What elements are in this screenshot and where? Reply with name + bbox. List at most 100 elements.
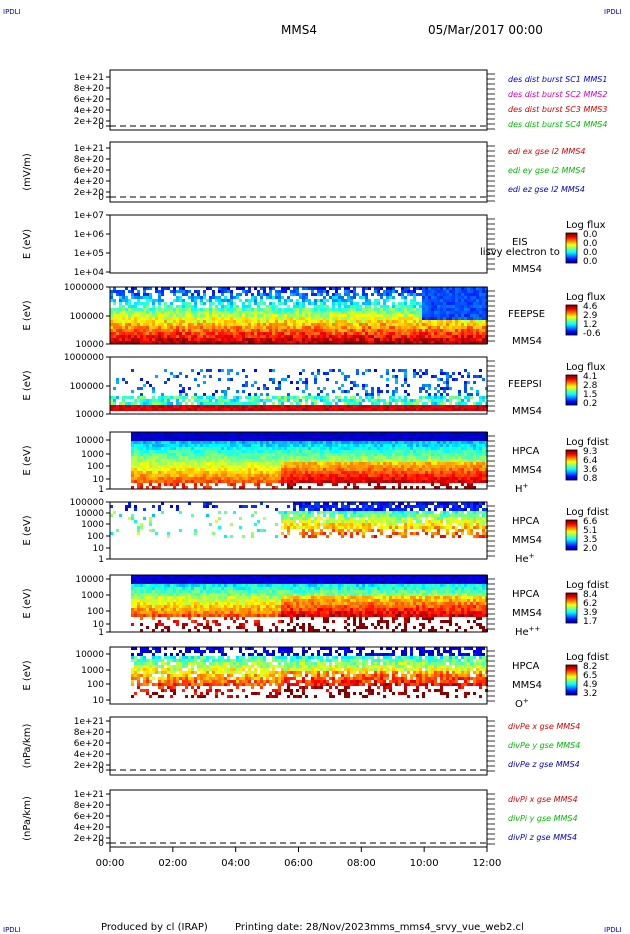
spectrogram-cell	[278, 335, 281, 338]
spectrogram-cell	[428, 408, 431, 411]
spectrogram-cell	[413, 447, 416, 450]
spectrogram-cell	[191, 477, 194, 480]
spectrogram-cell	[161, 474, 164, 477]
spectrogram-cell	[140, 399, 143, 402]
spectrogram-cell	[461, 329, 464, 332]
spectrogram-cell	[161, 405, 164, 408]
spectrogram-cell	[437, 459, 440, 462]
spectrogram-cell	[335, 408, 338, 411]
spectrogram-cell	[131, 462, 134, 465]
spectrogram-cell	[371, 474, 374, 477]
spectrogram-cell	[263, 338, 266, 341]
spectrogram-cell	[416, 302, 419, 305]
spectrogram-cell	[341, 390, 344, 393]
spectrogram-cell	[158, 474, 161, 477]
spectrogram-cell	[200, 471, 203, 474]
spectrogram-cell	[380, 329, 383, 332]
spectrogram-cell	[350, 320, 353, 323]
spectrogram-cell	[464, 381, 467, 384]
spectrogram-cell	[134, 432, 137, 435]
spectrogram-cell	[344, 474, 347, 477]
spectrogram-cell	[350, 450, 353, 453]
spectrogram-cell	[296, 335, 299, 338]
spectrogram-cell	[359, 438, 362, 441]
colorbar-swatch	[566, 388, 577, 390]
spectrogram-cell	[392, 396, 395, 399]
spectrogram-cell	[338, 299, 341, 302]
spectrogram-cell	[407, 314, 410, 317]
spectrogram-cell	[377, 399, 380, 402]
spectrogram-cell	[230, 335, 233, 338]
spectrogram-cell	[317, 329, 320, 332]
spectrogram-cell	[263, 444, 266, 447]
spectrogram-cell	[332, 287, 335, 290]
spectrogram-cell	[395, 474, 398, 477]
spectrogram-cell	[203, 375, 206, 378]
spectrogram-cell	[224, 390, 227, 393]
spectrogram-cell	[206, 441, 209, 444]
spectrogram-cell	[458, 390, 461, 393]
spectrogram-cell	[236, 435, 239, 438]
spectrogram-cell	[179, 480, 182, 483]
spectrogram-cell	[326, 290, 329, 293]
spectrogram-cell	[263, 474, 266, 477]
spectrogram-cell	[479, 326, 482, 329]
spectrogram-cell	[266, 432, 269, 435]
spectrogram-cell	[206, 405, 209, 408]
spectrogram-cell	[344, 447, 347, 450]
spectrogram-cell	[257, 311, 260, 314]
spectrogram-cell	[314, 320, 317, 323]
spectrogram-cell	[224, 296, 227, 299]
spectrogram-cell	[158, 338, 161, 341]
y-tick-label: 1e+06	[74, 230, 105, 240]
spectrogram-cell	[434, 450, 437, 453]
spectrogram-cell	[257, 326, 260, 329]
spectrogram-cell	[194, 308, 197, 311]
spectrogram-cell	[473, 408, 476, 411]
spectrogram-cell	[146, 296, 149, 299]
spectrogram-cell	[131, 311, 134, 314]
spectrogram-cell	[389, 447, 392, 450]
spectrogram-cell	[398, 483, 401, 486]
spectrogram-cell	[248, 302, 251, 305]
spectrogram-cell	[218, 450, 221, 453]
spectrogram-cell	[221, 399, 224, 402]
spectrogram-cell	[317, 369, 320, 372]
spectrogram-cell	[227, 456, 230, 459]
spectrogram-cell	[473, 302, 476, 305]
spectrogram-cell	[272, 441, 275, 444]
spectrogram-cell	[446, 290, 449, 293]
colorbar-swatch	[566, 311, 577, 313]
spectrogram-cell	[458, 329, 461, 332]
spectrogram-cell	[431, 293, 434, 296]
spectrogram-cell	[257, 405, 260, 408]
spectrogram-cell	[149, 314, 152, 317]
spectrogram-cell	[425, 471, 428, 474]
spectrogram-cell	[293, 405, 296, 408]
colorbar-swatch	[566, 312, 577, 314]
spectrogram-cell	[137, 480, 140, 483]
spectrogram-cell	[152, 405, 155, 408]
spectrogram-cell	[368, 450, 371, 453]
spectrogram-cell	[239, 329, 242, 332]
spectrogram-cell	[473, 296, 476, 299]
spectrogram-cell	[377, 323, 380, 326]
spectrogram-cell	[347, 408, 350, 411]
spectrogram-cell	[152, 335, 155, 338]
spectrogram-cell	[389, 335, 392, 338]
spectrogram-cell	[473, 320, 476, 323]
spectrogram-cell	[230, 323, 233, 326]
spectrogram-cell	[383, 335, 386, 338]
spectrogram-cell	[161, 308, 164, 311]
spectrogram-cell	[230, 317, 233, 320]
spectrogram-cell	[224, 456, 227, 459]
spectrogram-cell	[206, 308, 209, 311]
spectrogram-cell	[380, 408, 383, 411]
spectrogram-cell	[287, 320, 290, 323]
spectrogram-cell	[233, 302, 236, 305]
spectrogram-cell	[140, 296, 143, 299]
spectrogram-cell	[299, 471, 302, 474]
spectrogram-cell	[125, 323, 128, 326]
spectrogram-cell	[281, 311, 284, 314]
spectrogram-cell	[140, 308, 143, 311]
